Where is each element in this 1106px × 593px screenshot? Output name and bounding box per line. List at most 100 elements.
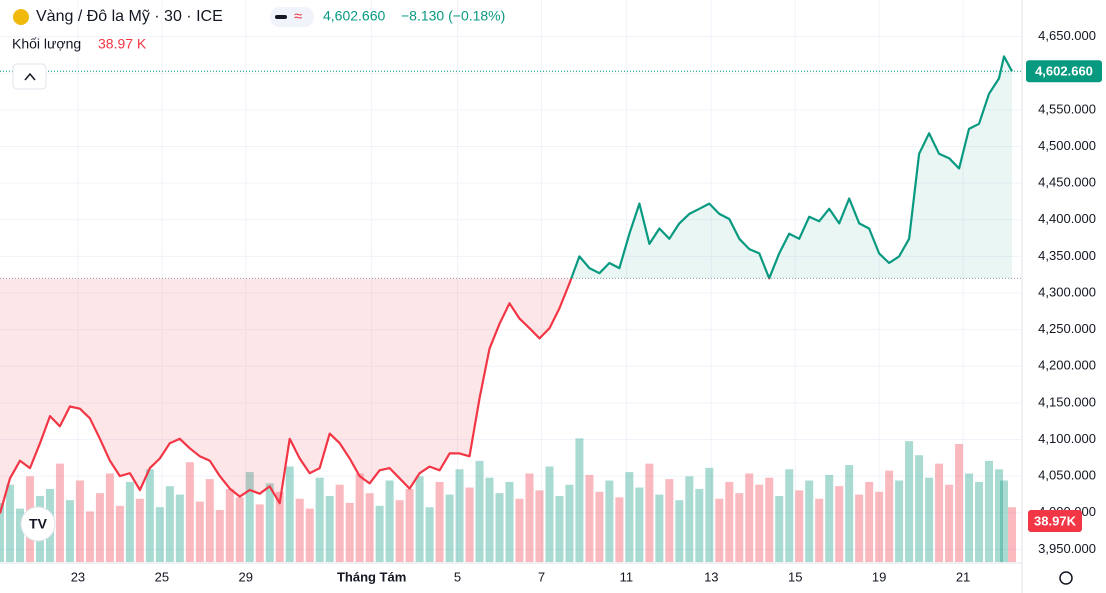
volume-bar bbox=[685, 476, 694, 562]
volume-bar bbox=[235, 497, 244, 562]
volume-bar bbox=[455, 469, 464, 562]
volume-bar bbox=[555, 495, 564, 562]
volume-bar bbox=[105, 473, 114, 562]
volume-bar bbox=[755, 484, 764, 562]
collapse-button[interactable] bbox=[12, 63, 47, 90]
volume-bar bbox=[605, 480, 614, 562]
volume-bar bbox=[195, 501, 204, 562]
volume-bar bbox=[935, 463, 944, 562]
volume-bar bbox=[625, 472, 634, 562]
volume-bar bbox=[725, 481, 734, 562]
volume-bar bbox=[345, 502, 354, 562]
x-tick-label: 23 bbox=[71, 569, 85, 584]
volume-bar bbox=[385, 480, 394, 562]
volume-bar bbox=[295, 498, 304, 562]
volume-bar bbox=[535, 490, 544, 562]
volume-bar bbox=[975, 481, 984, 562]
icon bbox=[275, 15, 287, 19]
volume-bar bbox=[885, 470, 894, 562]
volume-bar bbox=[85, 511, 94, 562]
volume-bar bbox=[635, 487, 644, 562]
volume-bar bbox=[945, 484, 954, 562]
volume-bar bbox=[355, 473, 364, 562]
volume-bar bbox=[285, 466, 294, 562]
volume-bar bbox=[795, 490, 804, 562]
volume-bar bbox=[135, 498, 144, 562]
last-price: 4,602.660 bbox=[323, 8, 385, 24]
volume-bar bbox=[565, 484, 574, 562]
compare-button[interactable] bbox=[270, 7, 314, 27]
volume-bar bbox=[765, 477, 774, 562]
volume-bar bbox=[175, 494, 184, 562]
settings-button[interactable] bbox=[1059, 571, 1073, 585]
volume-bar bbox=[425, 507, 434, 562]
x-tick-label: 15 bbox=[788, 569, 802, 584]
volume-bar bbox=[715, 498, 724, 562]
volume-bar bbox=[495, 493, 504, 562]
x-tick-label: 13 bbox=[704, 569, 718, 584]
volume-bar bbox=[435, 481, 444, 562]
logo-text: TV bbox=[29, 516, 48, 532]
axes: 3,950.0004,000.0004,050.0004,100.0004,15… bbox=[71, 28, 1096, 584]
volume-bar bbox=[145, 469, 154, 562]
volume-tag: 38.97K bbox=[1034, 513, 1077, 528]
volume-bar bbox=[65, 500, 74, 562]
x-tick-label: 7 bbox=[538, 569, 545, 584]
y-tick-label: 4,250.000 bbox=[1038, 321, 1096, 336]
volume-bar bbox=[375, 505, 384, 562]
volume-bar bbox=[205, 479, 214, 562]
volume-bar bbox=[815, 498, 824, 562]
volume-bar bbox=[115, 505, 124, 562]
volume-bar bbox=[825, 474, 834, 562]
x-tick-label: 21 bbox=[956, 569, 970, 584]
y-tick-label: 4,300.000 bbox=[1038, 284, 1096, 299]
volume-bar bbox=[695, 488, 704, 562]
y-tick-label: 4,450.000 bbox=[1038, 175, 1096, 190]
volume-bar bbox=[655, 494, 664, 562]
volume-bar bbox=[395, 500, 404, 562]
volume-bar bbox=[735, 493, 744, 562]
volume-label: Khối lượng bbox=[12, 36, 81, 52]
price-change: −8.130 (−0.18%) bbox=[401, 8, 505, 24]
y-tick-label: 4,650.000 bbox=[1038, 28, 1096, 43]
x-tick-label: 5 bbox=[454, 569, 461, 584]
volume-bar bbox=[415, 476, 424, 562]
y-tick-label: 4,400.000 bbox=[1038, 211, 1096, 226]
volume-bar bbox=[75, 480, 84, 562]
volume-bar bbox=[525, 473, 534, 562]
y-tick-label: 4,500.000 bbox=[1038, 138, 1096, 153]
volume-bar bbox=[305, 508, 314, 562]
volume-bar bbox=[925, 477, 934, 562]
volume-bar bbox=[835, 486, 844, 562]
x-tick-label: 25 bbox=[155, 569, 169, 584]
volume-bar bbox=[895, 480, 904, 562]
volume-bar bbox=[125, 481, 134, 562]
volume-bar bbox=[275, 491, 284, 562]
volume-bar bbox=[985, 460, 994, 562]
volume-value: 38.97 K bbox=[98, 36, 147, 52]
x-tick-label: Tháng Tám bbox=[337, 569, 406, 584]
volume-bar bbox=[585, 474, 594, 562]
price-line bbox=[0, 55, 1013, 514]
volume-tag-bg bbox=[1028, 510, 1082, 532]
price-tag: 4,602.660 bbox=[1035, 64, 1093, 79]
area bbox=[0, 56, 1012, 514]
price-tag-bg bbox=[1026, 60, 1102, 83]
icon bbox=[24, 72, 36, 81]
volume-bar bbox=[865, 481, 874, 562]
volume-bar bbox=[745, 473, 754, 562]
x-tick-label: 19 bbox=[872, 569, 886, 584]
logo[interactable] bbox=[20, 506, 56, 542]
volume-bar bbox=[845, 465, 854, 562]
y-tick-label: 4,550.000 bbox=[1038, 101, 1096, 116]
volume-bar bbox=[5, 484, 14, 562]
x-tick-label: 11 bbox=[620, 569, 634, 584]
volume-bar bbox=[505, 481, 514, 562]
y-tick-label: 3,950.000 bbox=[1038, 541, 1096, 556]
symbol-icon bbox=[13, 9, 29, 25]
volume-bar bbox=[245, 472, 254, 562]
volume-bar bbox=[475, 460, 484, 562]
volume-bar bbox=[155, 507, 164, 562]
volume-bar bbox=[335, 484, 344, 562]
